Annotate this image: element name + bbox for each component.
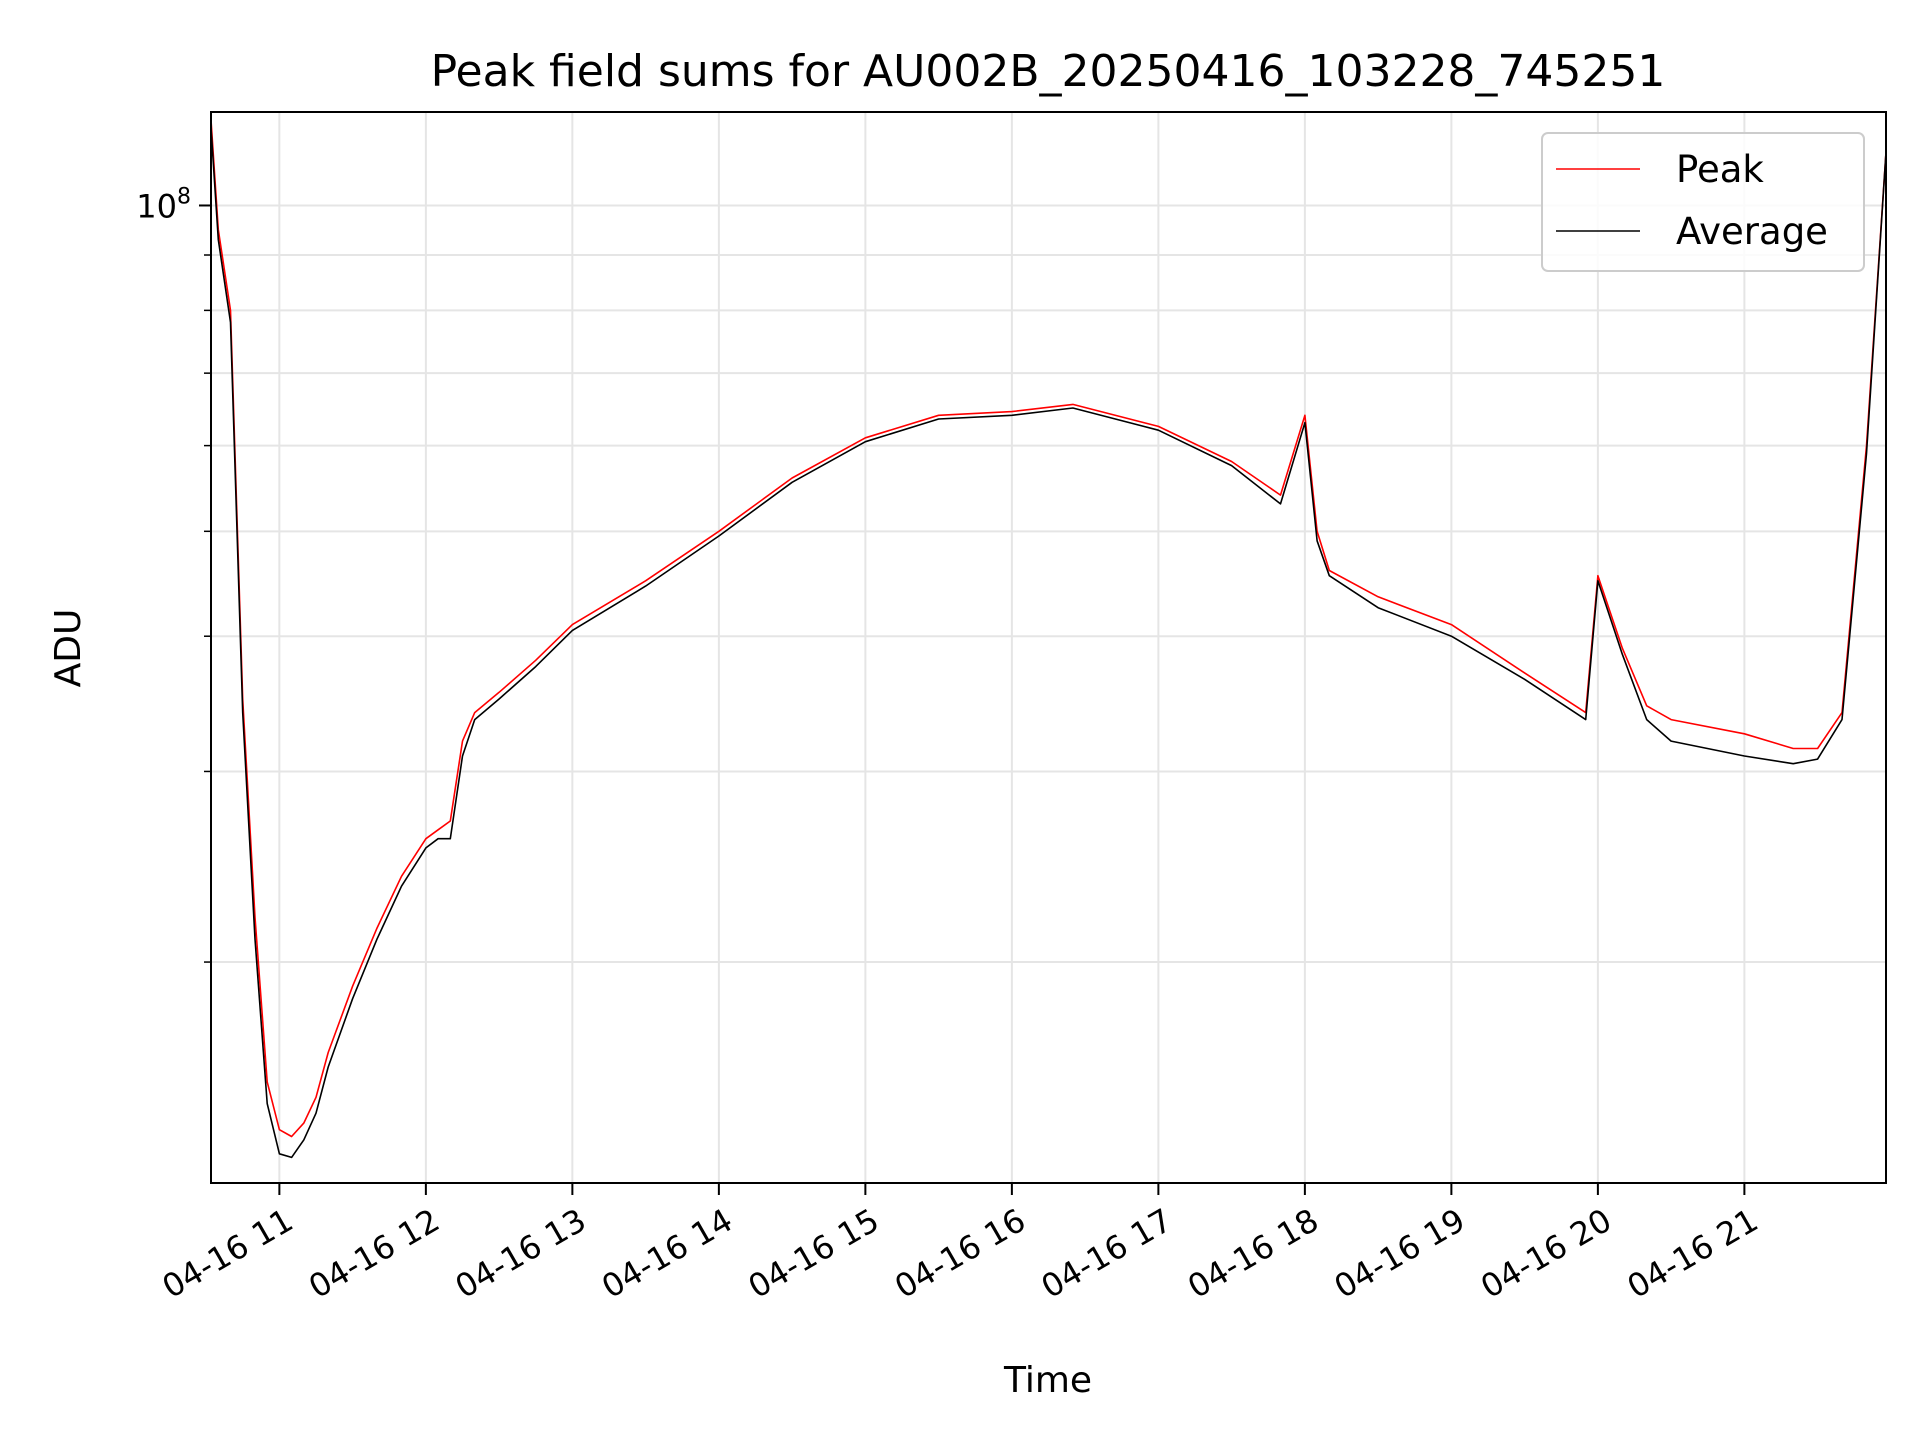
y-axis-label: ADU xyxy=(48,609,89,688)
series-layer xyxy=(210,119,1887,1159)
legend-label-average: Average xyxy=(1676,210,1828,253)
series-line-peak xyxy=(210,119,1887,1138)
chart-title: Peak field sums for AU002B_20250416_1032… xyxy=(431,46,1666,97)
series-line-average xyxy=(210,127,1887,1159)
plot-frame xyxy=(210,111,1887,1184)
y-tick-label: 108 xyxy=(136,184,191,225)
x-axis-label: Time xyxy=(1003,1360,1092,1401)
legend-label-peak: Peak xyxy=(1676,148,1764,191)
legend: Peak Average xyxy=(1541,132,1865,272)
legend-box xyxy=(1541,132,1865,272)
